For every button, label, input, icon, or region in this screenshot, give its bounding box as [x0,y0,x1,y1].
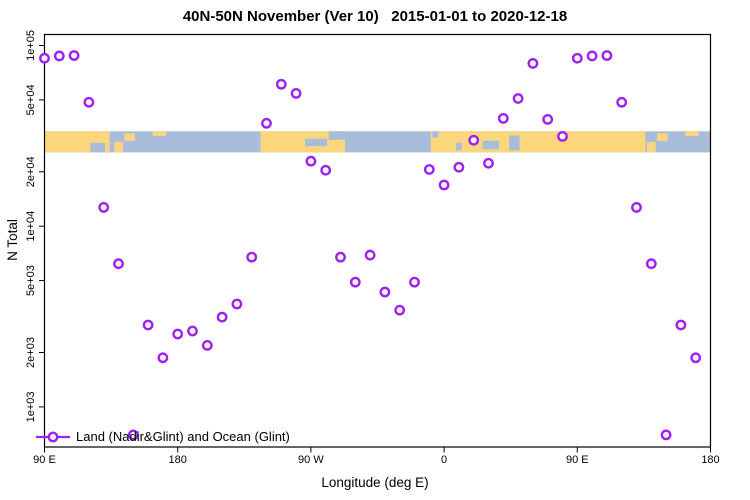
data-point [335,251,346,263]
x-tick-label: 0 [441,454,447,466]
map-band-lake [482,140,499,150]
y-tick-label: 2e+03 [25,337,37,368]
map-band-island [152,131,166,136]
map-band-lake [304,138,328,147]
map-band-lake [328,131,345,140]
data-point [39,52,50,64]
data-point [423,164,435,175]
y-tick-label: 1e+05 [25,30,37,61]
data-point [142,319,154,331]
data-point [453,161,465,173]
data-point [261,117,272,129]
data-point [216,311,228,323]
data-point [601,50,613,61]
data-point [645,258,657,270]
map-band-island [114,141,123,153]
data-point [290,87,302,99]
data-point [468,134,480,146]
x-tick-label: 180 [169,454,187,466]
x-tick-label: 90 E [33,454,56,466]
data-point [98,202,110,213]
data-point [246,251,258,263]
data-point [409,276,420,288]
data-point [127,429,139,441]
data-point [379,286,391,298]
x-tick-label: 90 W [298,454,324,466]
map-band-lake [432,131,439,138]
x-tick-label: 180 [701,454,719,466]
data-point [364,249,376,261]
y-tick-label: 1e+04 [25,211,37,242]
map-band-island [685,131,699,136]
data-point [394,304,406,316]
data-point [616,96,628,108]
data-point [690,352,702,364]
data-point [320,164,332,176]
data-point [557,130,568,142]
map-band-island [657,133,668,141]
x-tick-label: 90 E [566,454,589,466]
chart-title: 40N-50N November (Ver 10) 2015-01-01 to … [182,8,568,25]
y-tick-label: 5e+04 [25,84,37,115]
data-point [275,78,287,90]
legend: Land (Nadir&Glint) and Ocean (Glint) [36,429,290,444]
data-point [542,113,554,125]
map-band-lake [455,142,462,151]
data-point [527,57,539,69]
data-point [68,50,80,61]
legend-marker-icon [36,431,70,442]
data-point [512,93,524,104]
legend-label: Land (Nadir&Glint) and Ocean (Glint) [76,429,290,444]
data-point [586,50,598,62]
map-band-lake [509,135,520,151]
map-band-lake [90,142,106,153]
data-point [53,50,65,62]
data-point [157,352,169,364]
data-point [571,52,583,64]
map-band-land [430,131,646,153]
data-point [438,179,450,191]
x-axis-title: Longitude (deg E) [321,475,429,490]
data-point [231,298,243,310]
y-tick-label: 5e+03 [25,265,37,296]
data-point [483,157,494,169]
map-band-island [124,133,135,141]
plot-border [43,33,712,448]
data-point [187,325,198,337]
data-point [305,155,317,167]
y-tick-label: 1e+03 [25,391,37,422]
y-axis-title: N Total [5,219,20,261]
data-point [675,319,687,331]
y-tick-label: 2e+04 [25,156,37,187]
data-point [113,258,124,270]
data-point [83,96,95,108]
data-point [349,276,361,288]
data-point [497,112,509,124]
map-band-island [646,141,656,153]
data-point [660,429,672,441]
map-band-land [260,131,345,153]
data-point [201,339,213,351]
data-point [172,328,184,340]
data-point [631,202,642,213]
